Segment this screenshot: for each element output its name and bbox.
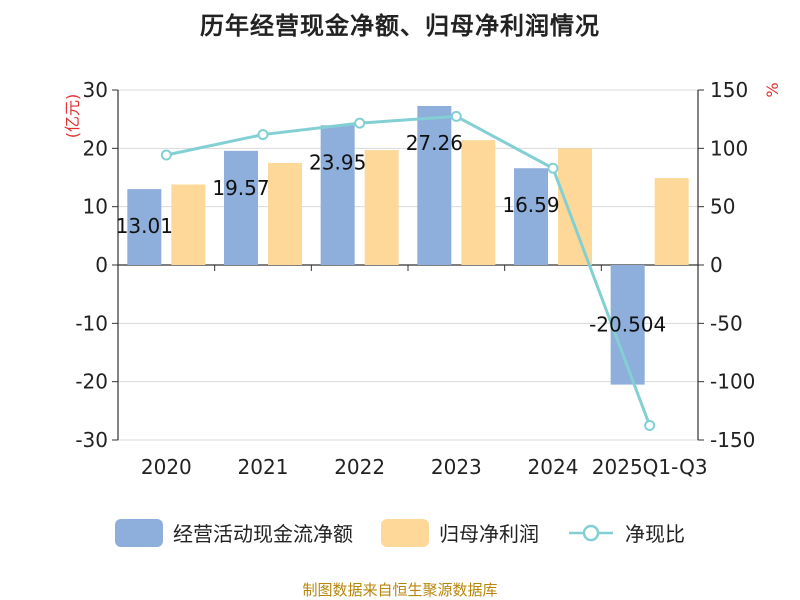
legend-item-ratio[interactable]: 净现比: [567, 518, 685, 547]
data-label-cash-flow: 23.95: [309, 150, 366, 174]
x-tick-label: 2020: [141, 455, 192, 479]
legend-item-net-profit[interactable]: 归母净利润: [381, 518, 539, 547]
right-tick-label: 150: [710, 78, 748, 102]
legend-label-net-profit: 归母净利润: [439, 522, 539, 546]
ratio-point: [644, 420, 656, 432]
data-label-cash-flow: 19.57: [212, 176, 269, 200]
ratio-point: [257, 129, 269, 141]
left-tick-label: -20: [75, 370, 108, 394]
ratio-line: [160, 110, 656, 432]
bar-cash-flow: [417, 105, 452, 265]
ratio-point: [354, 117, 366, 129]
left-tick-label: 0: [95, 253, 108, 277]
bar-net-profit: [268, 162, 302, 265]
legend-label-ratio: 净现比: [625, 522, 685, 546]
legend-swatch-cash-flow: [115, 518, 163, 547]
right-axis-unit: %: [763, 82, 782, 97]
bar-cash-flow: [224, 150, 258, 265]
left-tick-label: 10: [83, 195, 108, 219]
ratio-point: [547, 162, 559, 174]
chart-title: 历年经营现金净额、归母净利润情况: [200, 12, 600, 40]
left-tick-label: 30: [83, 78, 108, 102]
right-tick-label: -50: [710, 311, 743, 335]
legend-item-cash-flow[interactable]: 经营活动现金流净额: [115, 518, 353, 547]
bar-net-profit: [171, 184, 206, 265]
right-tick-label: -150: [710, 428, 755, 452]
right-tick-label: -100: [710, 370, 755, 394]
ratio-line-path: [166, 114, 652, 427]
bar-cash-flow: [320, 125, 355, 266]
legend-label-cash-flow: 经营活动现金流净额: [173, 522, 353, 546]
legend: 经营活动现金流净额 归母净利润 净现比: [0, 518, 800, 547]
left-axis-unit: (亿元): [63, 94, 82, 139]
source-note: 制图数据来自恒生聚源数据库: [302, 581, 498, 599]
data-label-cash-flow: 27.26: [406, 131, 463, 155]
x-tick-label: 2024: [528, 455, 579, 479]
left-tick-label: -30: [75, 428, 108, 452]
ratio-point: [450, 110, 462, 122]
data-label-cash-flow: -20.504: [589, 312, 666, 336]
left-tick-label: 20: [83, 136, 108, 160]
bar-cash-flow: [127, 189, 162, 265]
left-tick-label: -10: [75, 311, 108, 335]
x-tick-label: 2025Q1-Q3: [592, 455, 708, 479]
right-tick-label: 0: [710, 253, 723, 277]
bar-net-profit: [461, 140, 496, 265]
x-tick-label: 2022: [334, 455, 385, 479]
right-tick-label: 50: [710, 195, 735, 219]
x-tick-label: 2021: [238, 455, 289, 479]
bar-cash-flow: [514, 168, 548, 265]
legend-swatch-net-profit: [381, 518, 429, 547]
data-labels: 13.01 19.57 23.95 27.26 16.59 -20.504: [116, 131, 667, 336]
data-label-cash-flow: 16.59: [502, 193, 559, 217]
right-tick-label: 100: [710, 136, 748, 160]
legend-swatch-ratio: [569, 524, 613, 541]
ratio-point: [160, 149, 172, 161]
bar-net-profit: [558, 148, 592, 265]
bars: [127, 105, 689, 385]
bar-net-profit: [654, 178, 689, 265]
bar-net-profit: [364, 150, 399, 265]
x-tick-label: 2023: [431, 455, 482, 479]
axes: 3020100-10-20-30150100500-50-100-150(亿元)…: [63, 78, 782, 479]
data-label-cash-flow: 13.01: [116, 214, 173, 238]
